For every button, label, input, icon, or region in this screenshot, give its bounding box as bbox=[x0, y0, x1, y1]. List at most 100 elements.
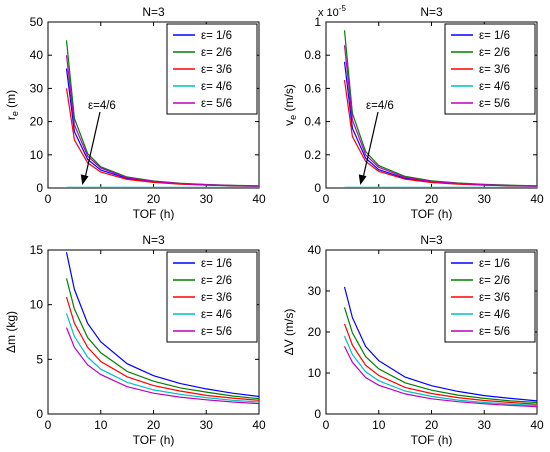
y-axis-label-unit: (m/s) bbox=[282, 84, 296, 115]
x-tick-label: 30 bbox=[478, 418, 492, 432]
y-scale-exponent: -5 bbox=[339, 4, 347, 13]
y-axis-label-main: r bbox=[4, 116, 18, 120]
series-group bbox=[343, 286, 537, 408]
annotation-text: ε=4/6 bbox=[88, 100, 116, 112]
annotation-arrow-line bbox=[362, 111, 379, 178]
series-line-5 bbox=[65, 327, 259, 405]
annotation-arrow-head bbox=[80, 174, 89, 186]
y-tick-label: 0 bbox=[314, 181, 321, 195]
legend-entry: ε= 1/6 bbox=[479, 258, 510, 270]
legend-entry: ε= 1/6 bbox=[201, 30, 232, 42]
legend-entry: ε= 3/6 bbox=[479, 64, 510, 76]
legend: ε= 1/6 ε= 2/6 ε= 3/6 ε= 4/6 ε= 5/6 bbox=[444, 23, 536, 115]
annotation: ε=4/6 bbox=[80, 100, 116, 186]
y-tick-label: 30 bbox=[308, 284, 322, 298]
y-axis-label-unit: (m) bbox=[4, 90, 18, 111]
series-line-5 bbox=[343, 45, 537, 187]
chart-title: N=3 bbox=[142, 233, 165, 247]
legend-entry: ε= 4/6 bbox=[479, 309, 510, 321]
y-tick-label: 5 bbox=[36, 352, 43, 366]
y-tick-label: 0 bbox=[36, 407, 43, 421]
x-tick-label: 20 bbox=[147, 192, 161, 206]
y-axis-label: re (m) bbox=[4, 90, 20, 120]
series-group bbox=[65, 252, 259, 405]
legend-entry: ε= 3/6 bbox=[479, 292, 510, 304]
y-axis-label-main: Δm (kg) bbox=[4, 311, 18, 353]
x-tick-label: 30 bbox=[478, 192, 492, 206]
series-line-2 bbox=[65, 278, 259, 400]
series-line-4 bbox=[343, 335, 537, 406]
chart-title: N=3 bbox=[142, 5, 165, 19]
x-tick-label: 40 bbox=[252, 192, 266, 206]
series-line-4 bbox=[65, 313, 259, 403]
annotation: ε=4/6 bbox=[358, 100, 394, 186]
chart-title: N=3 bbox=[420, 5, 443, 19]
legend-entry: ε= 2/6 bbox=[201, 47, 232, 59]
x-tick-label: 0 bbox=[323, 192, 330, 206]
y-axis-label-main: v bbox=[282, 120, 296, 126]
chart-panel-2: 0 10 20 30 40 0 0.2 0.4 0.6 0.8 1 N=3 TOF (h) ve (m/s… bbox=[282, 4, 544, 221]
y-axis-label-sub: e bbox=[288, 115, 298, 120]
x-tick-label: 0 bbox=[45, 418, 52, 432]
legend-entry: ε= 5/6 bbox=[201, 98, 232, 110]
x-axis-label: TOF (h) bbox=[411, 433, 453, 447]
y-scale-base: x 10 bbox=[318, 7, 339, 19]
x-tick-label: 10 bbox=[94, 192, 108, 206]
annotation-text: ε=4/6 bbox=[366, 100, 394, 112]
legend-entry: ε= 5/6 bbox=[479, 326, 510, 338]
x-tick-label: 40 bbox=[530, 418, 544, 432]
series-line-1 bbox=[65, 252, 259, 398]
series-line-5 bbox=[65, 55, 259, 187]
x-tick-label: 0 bbox=[45, 192, 52, 206]
y-tick-label: 20 bbox=[308, 325, 322, 339]
chart-panel-1: 0 10 20 30 40 0 10 20 30 40 50 N=3 TOF (h) re (m) ε= 1… bbox=[4, 5, 266, 221]
y-tick-label: 40 bbox=[308, 243, 322, 257]
y-axis-label: ve (m/s) bbox=[282, 84, 298, 126]
annotation-arrow-head bbox=[358, 174, 367, 186]
y-axis-label: ΔV (m/s) bbox=[282, 309, 296, 356]
x-tick-label: 10 bbox=[372, 418, 386, 432]
y-axis-label-main: ΔV (m/s) bbox=[282, 309, 296, 356]
legend-entry: ε= 4/6 bbox=[201, 309, 232, 321]
legend-entry: ε= 5/6 bbox=[201, 326, 232, 338]
y-tick-label: 0 bbox=[314, 407, 321, 421]
legend-entry: ε= 4/6 bbox=[201, 81, 232, 93]
y-tick-label: 1 bbox=[314, 15, 321, 29]
series-line-3 bbox=[65, 296, 259, 401]
y-tick-label: 30 bbox=[30, 81, 44, 95]
x-tick-label: 10 bbox=[372, 192, 386, 206]
y-tick-label: 10 bbox=[308, 366, 322, 380]
y-axis-label: Δm (kg) bbox=[4, 311, 18, 353]
y-scale-note: x 10-5 bbox=[318, 4, 346, 19]
series-group bbox=[65, 40, 259, 188]
y-tick-label: 15 bbox=[30, 243, 44, 257]
legend-entry: ε= 1/6 bbox=[201, 258, 232, 270]
x-tick-label: 0 bbox=[323, 418, 330, 432]
legend: ε= 1/6 ε= 2/6 ε= 3/6 ε= 4/6 ε= 5/6 bbox=[166, 251, 258, 343]
x-tick-label: 40 bbox=[252, 418, 266, 432]
x-tick-label: 20 bbox=[425, 192, 439, 206]
y-tick-label: 40 bbox=[30, 48, 44, 62]
x-axis-label: TOF (h) bbox=[411, 207, 453, 221]
y-tick-label: 0.2 bbox=[304, 148, 321, 162]
y-axis-label-sub: e bbox=[10, 111, 20, 116]
y-tick-label: 20 bbox=[30, 115, 44, 129]
legend-entry: ε= 2/6 bbox=[479, 47, 510, 59]
x-axis-label: TOF (h) bbox=[133, 207, 175, 221]
legend-entry: ε= 5/6 bbox=[479, 98, 510, 110]
x-tick-label: 30 bbox=[200, 192, 214, 206]
x-axis-label: TOF (h) bbox=[133, 433, 175, 447]
x-tick-label: 20 bbox=[147, 418, 161, 432]
y-tick-label: 0 bbox=[36, 181, 43, 195]
legend: ε= 1/6 ε= 2/6 ε= 3/6 ε= 4/6 ε= 5/6 bbox=[444, 251, 536, 343]
legend-entry: ε= 1/6 bbox=[479, 30, 510, 42]
chart-title: N=3 bbox=[420, 233, 443, 247]
y-tick-label: 0.4 bbox=[304, 115, 321, 129]
series-line-5 bbox=[343, 346, 537, 408]
x-tick-label: 40 bbox=[530, 192, 544, 206]
y-tick-label: 10 bbox=[30, 148, 44, 162]
y-tick-label: 0.6 bbox=[304, 81, 321, 95]
series-line-2 bbox=[343, 307, 537, 404]
